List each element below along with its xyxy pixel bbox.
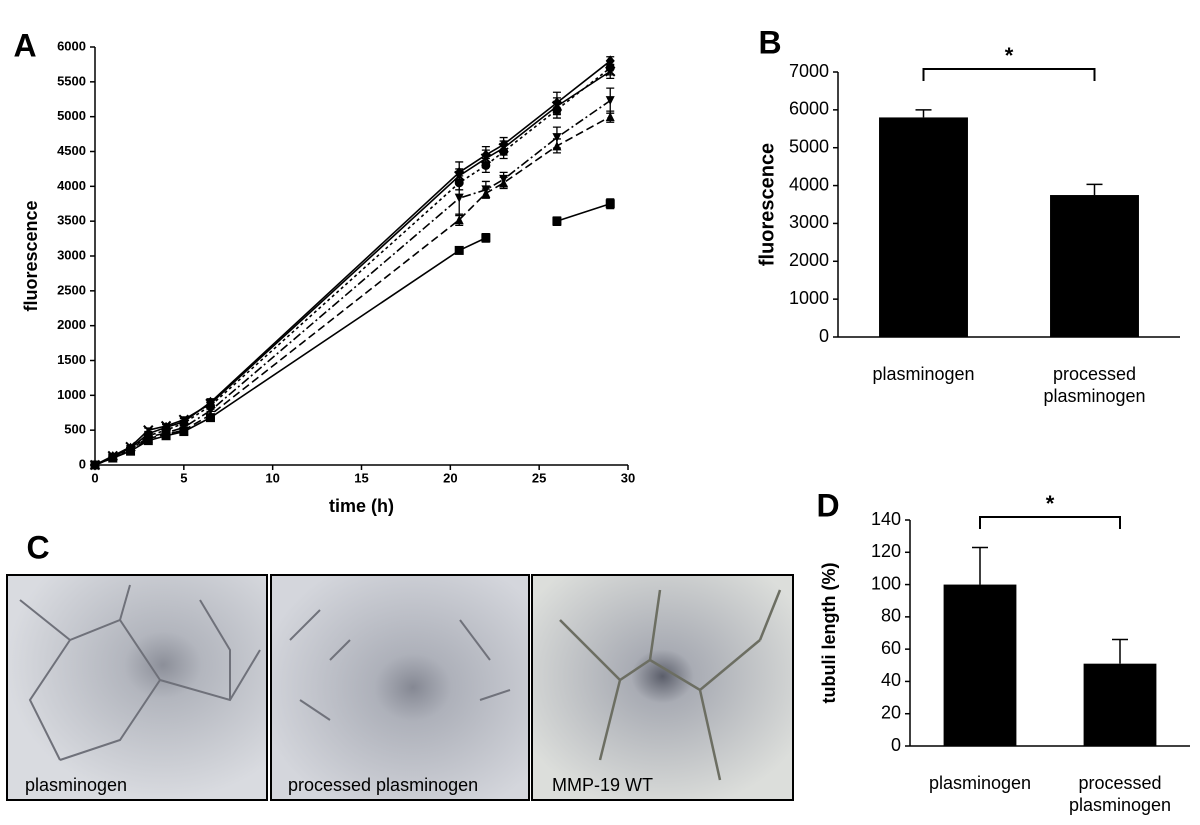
annotation: *: [1046, 491, 1055, 516]
y-tick-label: 40: [881, 670, 901, 690]
y-tick-label: 2000: [57, 317, 86, 332]
marker: [160, 420, 172, 432]
marker: [605, 96, 615, 106]
x-axis-label: time (h): [329, 496, 394, 516]
marker: [498, 142, 509, 154]
series-line: [94, 67, 611, 466]
x-tick-label: plasminogen: [928, 773, 1032, 793]
image-caption: plasminogen: [25, 775, 127, 795]
panel-letter: A: [13, 27, 36, 63]
y-tick-label: 2000: [789, 250, 829, 270]
x-tick-label: 0: [91, 470, 98, 485]
marker: [552, 133, 562, 143]
y-tick-label: 5000: [789, 136, 829, 156]
y-tick-label: 1000: [789, 288, 829, 308]
marker: [481, 185, 491, 195]
micrograph: [6, 574, 268, 801]
y-tick-label: 4500: [57, 143, 86, 158]
y-axis-label: fluorescence: [756, 143, 778, 266]
marker: [205, 398, 216, 409]
marker: [454, 193, 464, 203]
x-tick-label: 15: [354, 470, 368, 485]
marker: [107, 450, 118, 462]
y-tick-label: 2500: [57, 282, 86, 297]
x-tick-label: 5: [180, 470, 187, 485]
error-bar: [1112, 638, 1128, 664]
marker: [454, 245, 464, 255]
y-tick-label: 80: [881, 606, 901, 626]
marker: [552, 216, 562, 226]
y-tick-label: 500: [64, 422, 86, 437]
marker: [454, 170, 465, 182]
series-line: [94, 99, 611, 466]
y-axis-label: tubuli length (%): [819, 563, 839, 704]
panel-letter: B: [758, 24, 781, 60]
bar: [1083, 663, 1157, 746]
x-tick-label: plasminogen: [872, 364, 975, 384]
error-bar: [1086, 183, 1103, 196]
y-tick-label: 5500: [57, 73, 86, 88]
x-tick-label: 30: [621, 470, 635, 485]
error-bar: [972, 546, 988, 585]
y-tick-label: 7000: [789, 61, 829, 81]
panel-letter: D: [816, 487, 839, 523]
bar: [1050, 195, 1139, 337]
annotation: *: [1005, 43, 1014, 68]
y-tick-label: 0: [891, 735, 901, 755]
marker: [125, 441, 136, 453]
x-tick-label: 25: [532, 470, 546, 485]
x-tick-label: processed plasminogen: [1068, 773, 1172, 815]
y-tick-label: 3500: [57, 213, 86, 228]
bar: [879, 117, 968, 337]
y-tick-label: 3000: [789, 212, 829, 232]
y-tick-label: 1500: [57, 352, 86, 367]
y-tick-label: 3000: [57, 247, 86, 262]
bar: [943, 584, 1017, 746]
marker: [605, 199, 615, 209]
marker: [178, 414, 190, 425]
y-tick-label: 5000: [57, 108, 86, 123]
marker: [499, 174, 509, 184]
y-axis-label: fluorescence: [21, 200, 41, 311]
y-tick-label: 0: [79, 456, 86, 471]
x-tick-label: processed plasminogen: [1043, 364, 1146, 406]
series-line: [94, 70, 611, 466]
y-tick-label: 4000: [57, 178, 86, 193]
panel-letter: C: [26, 529, 49, 565]
marker: [605, 66, 616, 77]
series-line: [94, 60, 611, 466]
y-tick-label: 0: [819, 326, 829, 346]
marker: [551, 101, 563, 112]
y-tick-label: 60: [881, 638, 901, 658]
y-tick-label: 4000: [789, 174, 829, 194]
y-tick-label: 140: [871, 509, 901, 529]
marker: [480, 153, 492, 164]
image-caption: MMP-19 WT: [552, 775, 653, 795]
micrograph: [531, 574, 794, 801]
error-bar: [915, 109, 932, 118]
marker: [605, 112, 615, 122]
image-caption: processed plasminogen: [288, 775, 478, 795]
x-tick-label: 10: [265, 470, 279, 485]
x-tick-label: 20: [443, 470, 457, 485]
y-tick-label: 100: [871, 573, 901, 593]
micrograph: [270, 574, 530, 801]
marker: [143, 424, 154, 436]
y-tick-label: 1000: [57, 387, 86, 402]
y-tick-label: 6000: [789, 99, 829, 119]
y-tick-label: 20: [881, 702, 901, 722]
y-tick-label: 120: [871, 541, 901, 561]
marker: [89, 459, 101, 471]
y-tick-label: 6000: [57, 38, 86, 53]
significance-bracket: [979, 516, 1121, 529]
marker: [481, 233, 491, 243]
significance-bracket: [922, 68, 1096, 81]
marker: [454, 215, 464, 225]
series-line: [94, 115, 611, 466]
